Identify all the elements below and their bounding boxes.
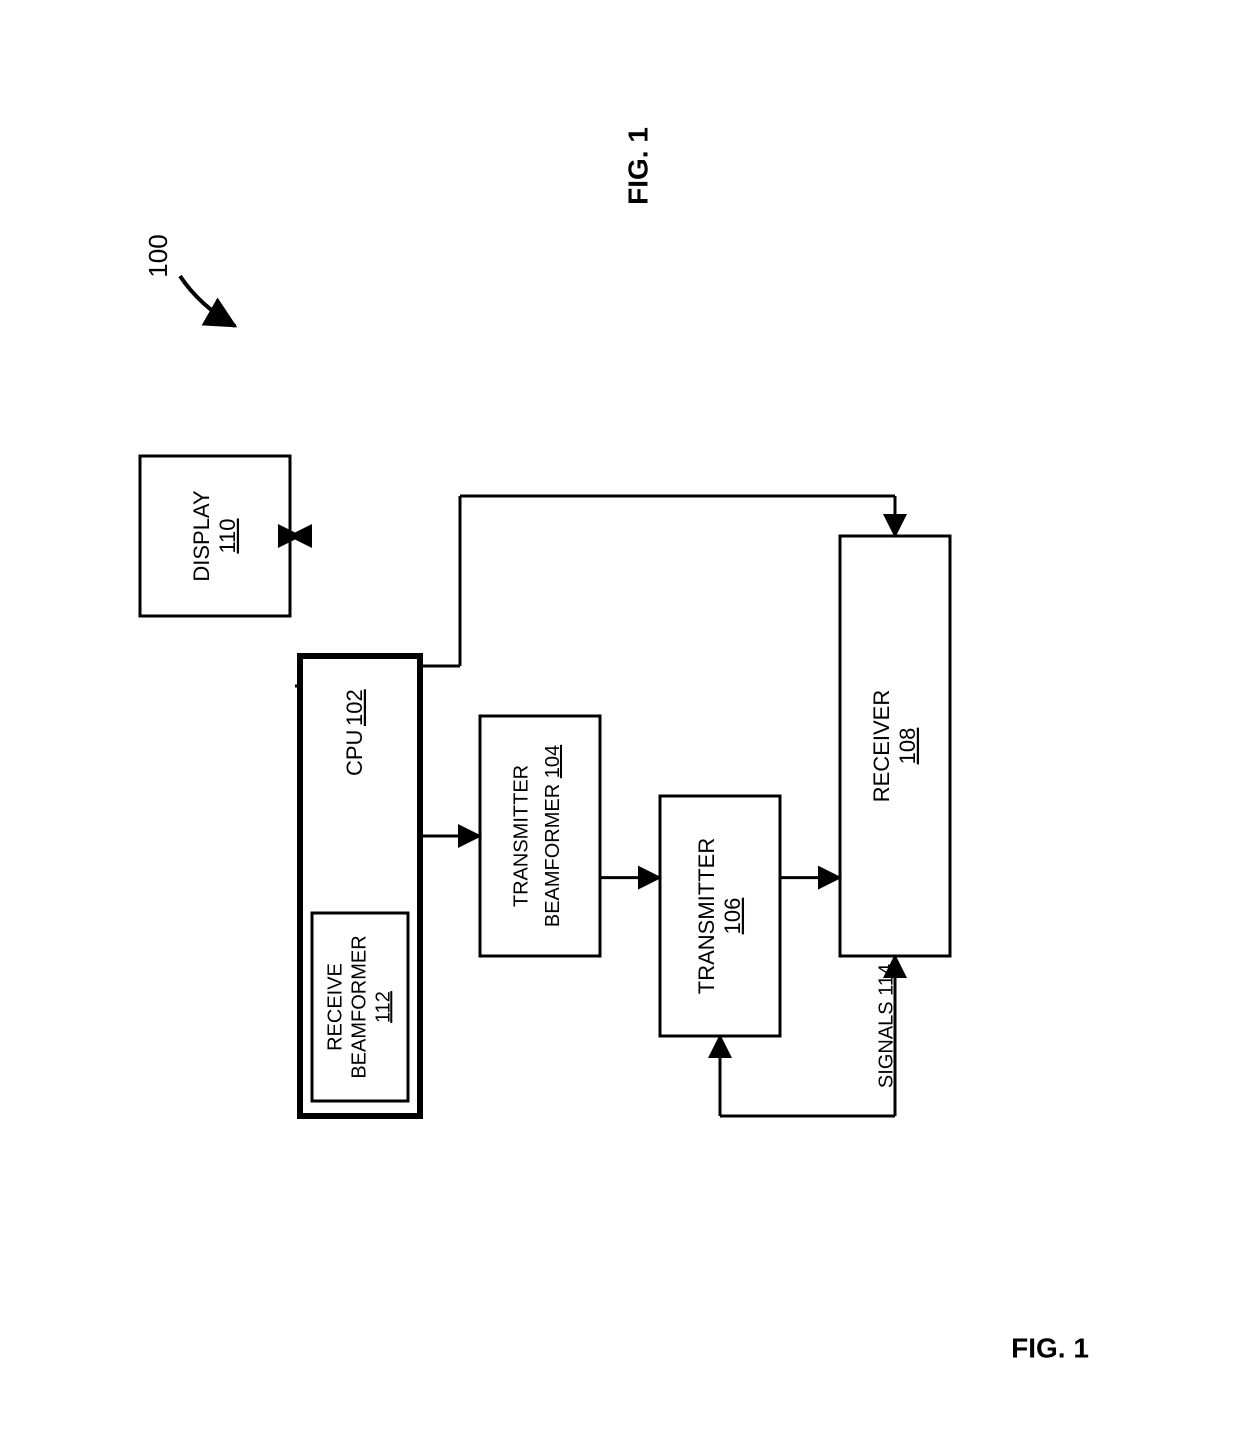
svg-text:TRANSMITTER: TRANSMITTER [510,765,532,907]
system-ref: 100 [143,234,173,277]
cpu-label: CPU [342,730,367,776]
transmitter-beamformer-block [480,716,600,956]
receiver-ref: 108 [895,728,920,765]
signals-label: SIGNALS 114 [876,964,898,1088]
display-label: DISPLAY [189,490,214,582]
svg-text:112: 112 [372,991,394,1023]
transmitter-label: TRANSMITTER [694,838,719,994]
svg-text:RECEIVE: RECEIVE [324,963,346,1051]
display-ref: 110 [215,518,240,553]
system-ref-hook [180,276,235,326]
svg-text:BEAMFORMER: BEAMFORMER [348,935,370,1078]
transmitter-ref: 106 [720,898,745,935]
figure-caption-rotated: FIG. 1 [622,127,653,205]
figure-caption: FIG. 1 [1011,1332,1089,1363]
receiver-label: RECEIVER [869,690,894,802]
block-diagram: CPU 102 RECEIVEBEAMFORMER112 TRANSMITTER BE… [0,0,1240,1447]
cpu-ref: 102 [342,689,367,726]
svg-text:BEAMFORMER 104: BEAMFORMER 104 [542,745,564,927]
